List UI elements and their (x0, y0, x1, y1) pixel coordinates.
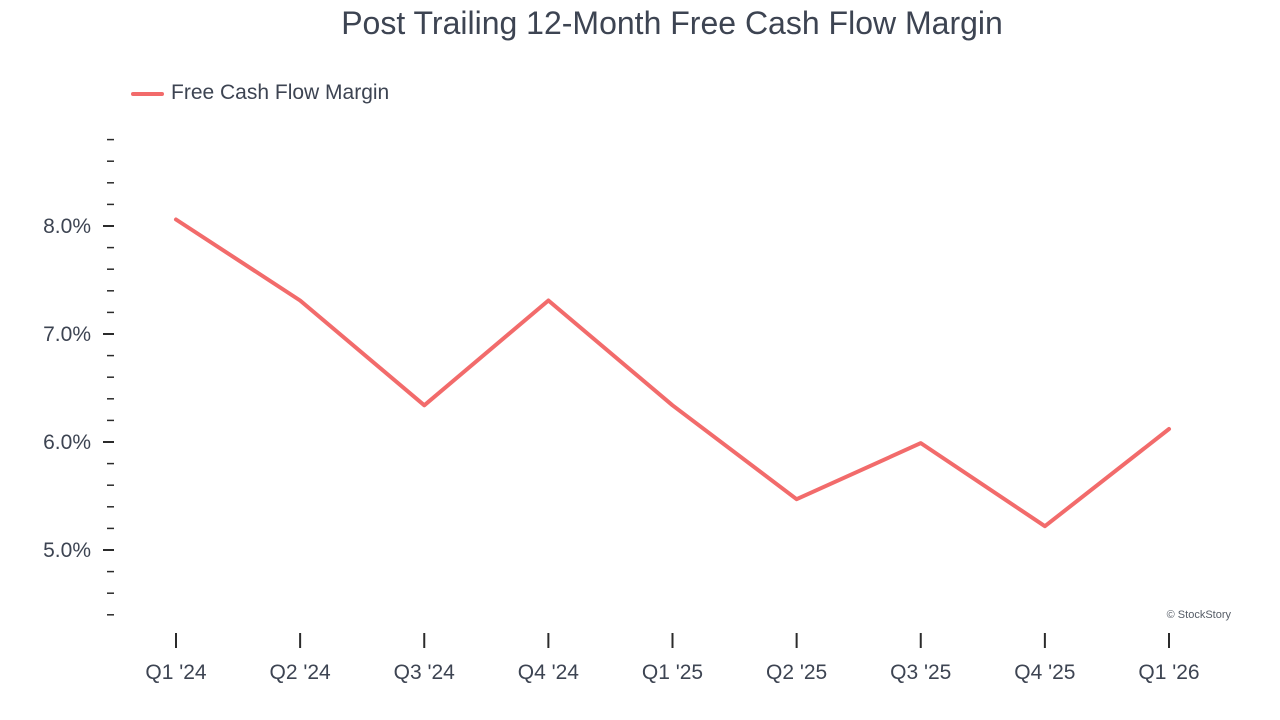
y-axis: 5.0% 6.0% 7.0% 8.0% (43, 138, 114, 616)
x-tick-label: Q1 '25 (642, 661, 703, 684)
x-tick-label: Q3 '24 (394, 661, 456, 684)
series-line (174, 217, 1171, 529)
x-tick-label: Q1 '24 (145, 661, 207, 684)
x-tick-label: Q3 '25 (890, 661, 951, 684)
y-tick-label: 7.0% (43, 323, 91, 346)
legend: Free Cash Flow Margin (131, 81, 389, 104)
y-tick-label: 8.0% (43, 215, 91, 238)
x-tick-label: Q2 '25 (766, 661, 827, 684)
x-tick-label: Q2 '24 (270, 661, 332, 684)
chart-title: Post Trailing 12-Month Free Cash Flow Ma… (341, 5, 1003, 41)
y-tick-label: 5.0% (43, 539, 91, 562)
legend-label: Free Cash Flow Margin (171, 81, 389, 104)
series-layer (174, 217, 1171, 529)
x-tick-label: Q4 '24 (518, 661, 580, 684)
x-tick-label: Q4 '25 (1014, 661, 1075, 684)
y-tick-label: 6.0% (43, 431, 91, 454)
watermark: © StockStory (1167, 609, 1232, 621)
x-tick-label: Q1 '26 (1138, 661, 1199, 684)
x-axis: Q1 '24 Q2 '24 Q3 '24 Q4 '24 Q1 '25 Q2 '25 Q3 '… (145, 633, 1200, 684)
